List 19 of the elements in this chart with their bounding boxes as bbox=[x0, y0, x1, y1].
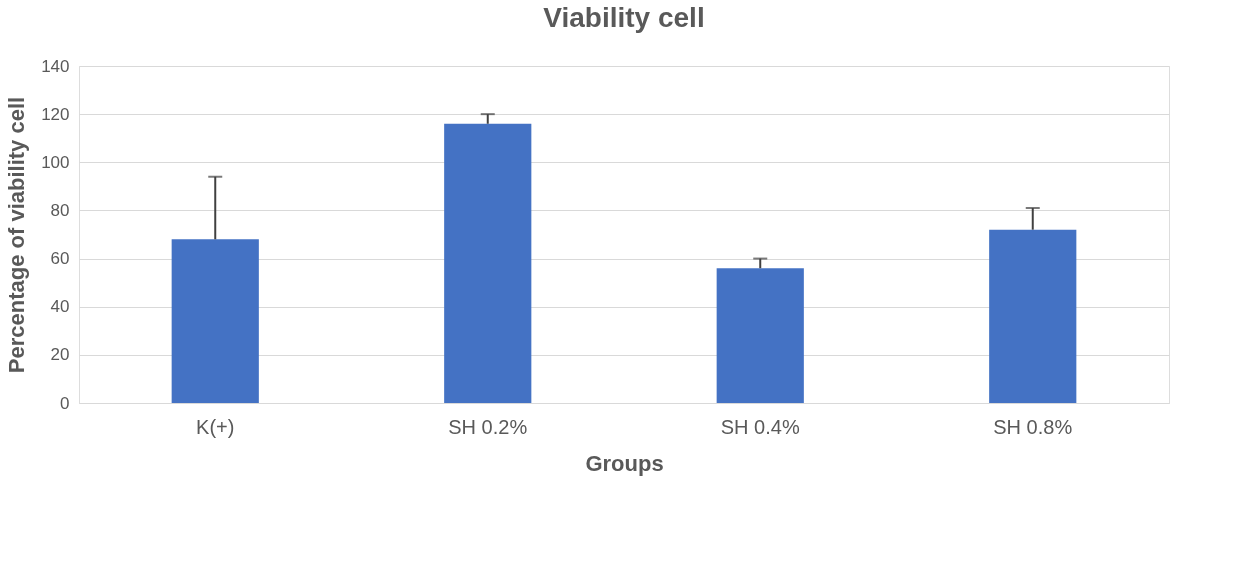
bar bbox=[444, 123, 532, 403]
bar bbox=[989, 229, 1077, 403]
y-tick-label: 20 bbox=[50, 345, 70, 365]
y-tick-label: 80 bbox=[50, 200, 70, 220]
y-tick-label: 120 bbox=[41, 104, 70, 124]
x-tick-label: SH 0.2% bbox=[448, 415, 528, 438]
y-tick-label: 140 bbox=[41, 56, 70, 76]
bar bbox=[171, 239, 259, 403]
x-axis-title: Groups bbox=[585, 450, 664, 476]
y-tick-label: 0 bbox=[60, 393, 70, 413]
y-tick-label: 100 bbox=[41, 152, 70, 172]
y-tick-label: 40 bbox=[50, 297, 70, 317]
x-tick-label: K(+) bbox=[196, 415, 235, 438]
chart-title: Viability cell bbox=[543, 2, 705, 33]
y-axis-title: Percentage of viability cell bbox=[4, 96, 30, 374]
bar bbox=[716, 268, 804, 403]
y-tick-label: 60 bbox=[50, 249, 70, 269]
x-tick-label: SH 0.8% bbox=[993, 415, 1073, 438]
x-tick-label: SH 0.4% bbox=[720, 415, 800, 438]
